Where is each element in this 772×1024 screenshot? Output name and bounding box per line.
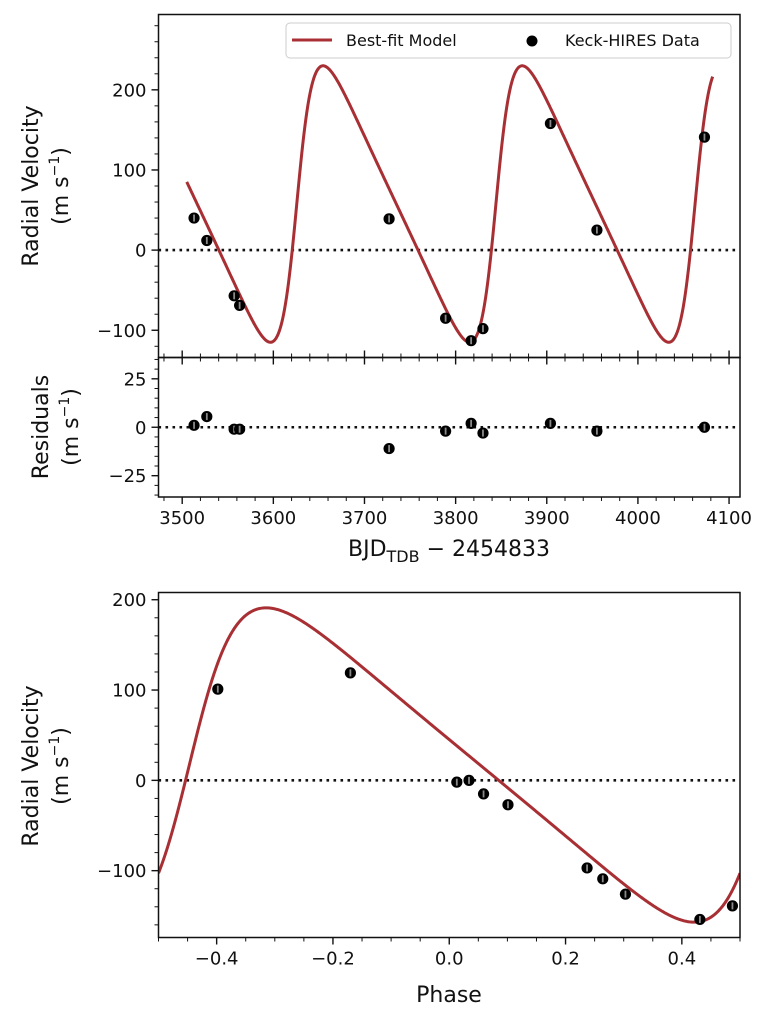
rv-time-plot-area: −100 0 100 200 — [97, 13, 741, 365]
data-point — [694, 913, 706, 926]
x-tick-label: 3900 — [524, 508, 570, 529]
y-tick-label: 25 — [124, 369, 147, 390]
data-point — [544, 417, 557, 429]
ylabel-line2: (m s−1) — [47, 147, 74, 225]
x-tick-label: 0.0 — [435, 949, 464, 970]
x-tick-label: 0.2 — [551, 949, 580, 970]
y-tick-label: 200 — [112, 590, 146, 611]
ylabel-line2: (m s−1) — [57, 388, 84, 466]
residuals-panel: Residuals (m s−1) −25 0 25 3500 3600 3700 3800… — [29, 356, 752, 566]
data-point — [591, 425, 603, 437]
x-tick-label: 4000 — [615, 508, 661, 529]
residuals-xlabel: BJDTDB − 2454833 — [348, 537, 550, 566]
x-tick-label: −0.2 — [311, 949, 355, 970]
data-point — [188, 212, 200, 224]
legend-box — [285, 22, 732, 59]
x-tick-label: 3800 — [433, 508, 479, 529]
data-point — [188, 419, 200, 431]
residuals-plot-area: −25 0 25 3500 3600 3700 3800 3900 4000 4100 — [109, 356, 752, 529]
rv-phase-plot-area: −100 0 100 200 −0.4 −0.2 0.0 0.2 0.4 — [97, 590, 741, 970]
data-point — [228, 290, 240, 302]
data-point — [383, 442, 395, 455]
data-point — [477, 788, 490, 800]
data-point — [698, 421, 711, 433]
y-tick-label: 100 — [112, 160, 146, 181]
legend-label-data: Keck-HIRES Data — [565, 31, 700, 50]
x-tick-label: −0.4 — [195, 949, 239, 970]
data-point — [201, 234, 213, 247]
data-point — [619, 888, 632, 900]
data-point — [465, 417, 477, 429]
data-point — [591, 224, 603, 236]
ylabel-line1: Residuals — [29, 375, 54, 479]
data-point — [440, 312, 452, 324]
ylabel-line1: Radial Velocity — [19, 685, 44, 846]
legend-label-model: Best-fit Model — [346, 31, 457, 50]
data-point — [234, 423, 246, 435]
x-tick-label: 3700 — [342, 508, 388, 529]
data-point — [597, 873, 609, 885]
plot-frame — [157, 591, 741, 939]
data-point — [383, 213, 395, 225]
y-tick-label: −25 — [109, 466, 147, 487]
data-point — [212, 683, 224, 695]
legend: Best-fit Model Keck-HIRES Data — [285, 22, 732, 59]
rv-phase-panel: Radial Velocity (m s−1) −1000100200−0.4−… — [19, 590, 741, 1008]
model-curve — [158, 606, 740, 924]
data-point — [477, 427, 489, 439]
data-point — [234, 299, 246, 312]
data-point — [451, 776, 463, 788]
ylabel-line2: (m s−1) — [47, 727, 74, 805]
data-point — [726, 900, 739, 912]
rv-time-panel: Radial Velocity (m s−1) −100 0 100 200 Best… — [19, 13, 741, 365]
rv-time-ylabel: Radial Velocity (m s−1) — [19, 105, 74, 266]
data-point — [477, 323, 489, 335]
data-point — [544, 117, 557, 130]
data-point — [581, 862, 593, 874]
data-point — [463, 774, 475, 786]
y-tick-label: −100 — [97, 321, 146, 342]
data-point — [201, 410, 213, 423]
phase-xlabel: Phase — [416, 983, 482, 1008]
x-tick-label: 0.4 — [668, 949, 697, 970]
ylabel-line1: Radial Velocity — [19, 105, 44, 266]
legend-marker-swatch — [526, 35, 538, 47]
y-tick-label: 0 — [135, 241, 146, 262]
model-curve — [185, 64, 715, 344]
residuals-ylabel: Residuals (m s−1) — [29, 375, 84, 479]
rv-phase-ylabel: Radial Velocity (m s−1) — [19, 685, 74, 846]
data-point — [502, 799, 514, 811]
y-tick-label: 100 — [112, 681, 146, 702]
x-tick-label: 3600 — [250, 508, 296, 529]
x-tick-label: 3500 — [159, 508, 205, 529]
y-tick-label: −100 — [97, 861, 146, 882]
data-point — [344, 667, 356, 679]
x-tick-label: 4100 — [706, 508, 752, 529]
data-point — [698, 131, 711, 143]
data-point — [440, 425, 452, 437]
y-tick-label: 200 — [112, 80, 146, 101]
y-tick-label: 0 — [135, 418, 146, 439]
y-tick-label: 0 — [135, 771, 146, 792]
data-point — [465, 335, 477, 347]
